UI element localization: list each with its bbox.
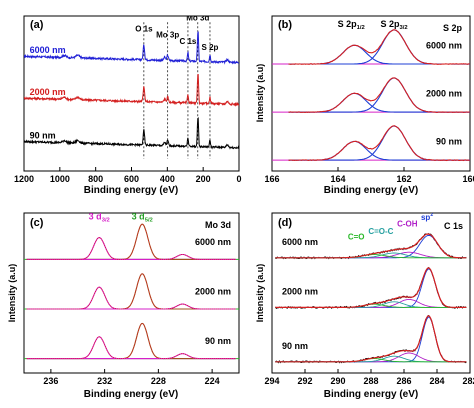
component-label: C=O bbox=[348, 232, 365, 241]
envelope-fit bbox=[288, 77, 470, 113]
panel-b-tick-label: 164 bbox=[330, 174, 345, 184]
survey-series-line bbox=[24, 117, 239, 150]
series-label: 2000 nm bbox=[282, 287, 318, 297]
component-label: C-OH bbox=[397, 220, 418, 229]
panel-b-tick-label: 162 bbox=[396, 174, 411, 184]
panel-a-tick-label: 600 bbox=[124, 174, 139, 184]
panel-d-tick-label: 288 bbox=[363, 376, 378, 386]
series-label: 90 nm bbox=[205, 336, 231, 346]
peak-label: Mo 3d bbox=[186, 14, 209, 23]
peak-annotation: S 2p1/2 bbox=[338, 19, 366, 31]
panel-a-tick-label: 400 bbox=[160, 174, 175, 184]
panel-b-ylabel: Intensity (a.u) bbox=[255, 64, 265, 123]
envelope-fit bbox=[275, 233, 467, 259]
panel-d-tick-label: 290 bbox=[330, 376, 345, 386]
panel-d-ylabel: Intensity (a.u) bbox=[255, 264, 265, 323]
survey-series-line bbox=[24, 31, 239, 65]
component-peak bbox=[275, 352, 467, 363]
peak-annotation: 3 d3/2 bbox=[89, 211, 111, 223]
panel-d-tick-label: 294 bbox=[264, 376, 279, 386]
panel-c-label: (c) bbox=[30, 217, 44, 229]
survey-series-label: 2000 nm bbox=[30, 87, 66, 97]
series-label: 6000 nm bbox=[282, 237, 318, 247]
panel-b-tick-label: 160 bbox=[462, 174, 474, 184]
peak-label: S 2p bbox=[202, 43, 219, 52]
panel-a-tick-label: 0 bbox=[236, 174, 241, 184]
panel-b-x-ticks: 166 164 162 160 bbox=[264, 167, 474, 184]
peak-annotation: 3 d5/2 bbox=[132, 211, 154, 223]
envelope-fit bbox=[288, 125, 470, 162]
panel-c-frame bbox=[23, 212, 240, 374]
panel-c-x-ticks: 236 232 228 224 bbox=[43, 369, 220, 386]
panel-c-tick-label: 228 bbox=[151, 376, 166, 386]
panel-a-tick-label: 1000 bbox=[50, 174, 70, 184]
series-label: 90 nm bbox=[436, 137, 462, 147]
component-peak bbox=[275, 316, 467, 363]
panel-a-x-ticks: 1200 1000 800 600 400 200 0 bbox=[14, 167, 242, 184]
peak-annotation: S 2p3/2 bbox=[381, 19, 409, 31]
panel-b-plot-area: 6000 nm 2000 nm 90 nm S 2p1/2 S 2p3/2 bbox=[272, 19, 470, 162]
panel-d-corner-label: C 1s bbox=[444, 221, 463, 231]
panel-d-tick-label: 284 bbox=[429, 376, 444, 386]
series-label: 90 nm bbox=[282, 341, 308, 351]
peak-label: O 1s bbox=[135, 25, 153, 34]
envelope-fit bbox=[288, 29, 470, 65]
peak-label: Mo 3p bbox=[156, 31, 179, 40]
panel-d-tick-label: 282 bbox=[462, 376, 474, 386]
survey-series-line bbox=[24, 73, 239, 107]
series-label: 6000 nm bbox=[195, 237, 231, 247]
survey-series-label: 6000 nm bbox=[30, 45, 66, 55]
panel-b-xlabel: Binding energy (eV) bbox=[324, 185, 418, 196]
series-label: 6000 nm bbox=[426, 41, 462, 51]
panel-d-label: (d) bbox=[278, 217, 292, 229]
panel-b-corner-label: S 2p bbox=[443, 23, 463, 33]
panel-a-xlabel: Binding energy (eV) bbox=[84, 185, 178, 196]
panel-b: (b) S 2p 6000 nm 2000 nm 90 nm S 2p1/2 S 2p3… bbox=[255, 15, 474, 196]
panel-c-ylabel: Intensity (a.u) bbox=[7, 264, 17, 323]
panel-b-tick-label: 166 bbox=[264, 174, 279, 184]
panel-c-tick-label: 232 bbox=[97, 376, 112, 386]
panel-c-corner-label: Mo 3d bbox=[205, 220, 231, 230]
component-label: sp2 bbox=[421, 212, 433, 222]
panel-c-xlabel: Binding energy (eV) bbox=[84, 389, 178, 400]
panel-b-frame bbox=[271, 15, 471, 172]
panel-a-tick-label: 800 bbox=[88, 174, 103, 184]
panel-a-label: (a) bbox=[30, 19, 44, 31]
envelope-fit bbox=[26, 223, 236, 260]
envelope-fit bbox=[275, 315, 467, 363]
panel-c-tick-label: 224 bbox=[205, 376, 220, 386]
panel-d-xlabel: Binding energy (eV) bbox=[324, 389, 418, 400]
component-label: C=O-C bbox=[368, 227, 393, 236]
panel-d-tick-label: 292 bbox=[297, 376, 312, 386]
envelope-fit bbox=[275, 267, 467, 308]
survey-series-label: 90 nm bbox=[30, 130, 56, 140]
panel-c-tick-label: 236 bbox=[43, 376, 58, 386]
panel-d-tick-label: 286 bbox=[396, 376, 411, 386]
peak-label: C 1s bbox=[179, 37, 196, 46]
panel-a-tick-label: 1200 bbox=[14, 174, 34, 184]
series-label: 2000 nm bbox=[195, 287, 231, 297]
panel-c-plot-area: 6000 nm 2000 nm 90 nm 3 d3/2 3 d5/2 bbox=[24, 211, 239, 360]
envelope-fit bbox=[26, 273, 236, 310]
panel-b-label: (b) bbox=[278, 19, 292, 31]
series-label: 2000 nm bbox=[426, 89, 462, 99]
raw-data-line bbox=[274, 314, 467, 364]
panel-c: (c) Mo 3d 6000 nm 2000 nm 90 nm 3 d3/2 3 d5/… bbox=[7, 211, 240, 400]
panel-d-x-ticks: 294 292 290 288 286 284 282 bbox=[264, 369, 474, 386]
envelope-fit bbox=[26, 322, 236, 359]
panel-a-tick-label: 200 bbox=[196, 174, 211, 184]
